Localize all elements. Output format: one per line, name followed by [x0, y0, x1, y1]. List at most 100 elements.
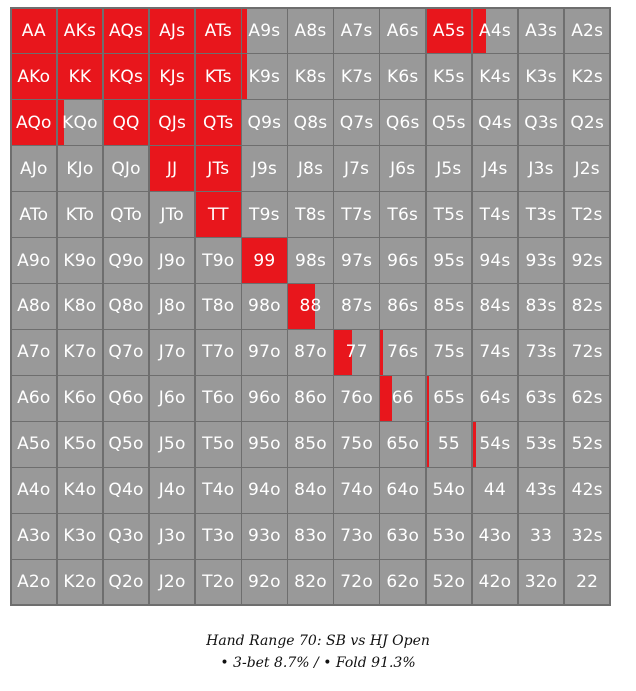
hand-label: A3s	[525, 20, 558, 41]
hand-label: QTs	[203, 112, 234, 133]
hand-label: JTo	[160, 204, 184, 225]
hand-label: T8s	[295, 204, 326, 225]
hand-cell: Q6o	[103, 376, 149, 421]
hand-label: 73o	[340, 526, 373, 547]
hand-label: 96o	[248, 388, 281, 409]
hand-label: 72s	[571, 342, 603, 363]
hand-cell: K5o	[57, 422, 103, 467]
hand-cell: ATs	[195, 8, 241, 53]
hand-cell: 63s	[518, 376, 564, 421]
hand-cell: A5s	[426, 8, 472, 53]
hand-label: Q6o	[108, 388, 144, 409]
hand-label: 86o	[294, 388, 327, 409]
hand-cell: 87s	[334, 284, 379, 329]
hand-label: 53s	[525, 434, 557, 455]
hand-label: K4s	[479, 66, 511, 87]
hand-cell: T2s	[564, 192, 610, 237]
hand-cell: 65s	[426, 376, 472, 421]
hand-cell: 22	[564, 560, 610, 605]
hand-cell: 98s	[288, 238, 333, 283]
hand-cell: A2o	[11, 560, 57, 605]
hand-label: 32s	[571, 526, 603, 547]
hand-label: 43s	[525, 480, 557, 501]
hand-cell: Q5o	[103, 422, 149, 467]
hand-cell: 66	[380, 376, 426, 421]
hand-cell: 52o	[426, 560, 472, 605]
hand-label: Q2o	[108, 572, 144, 593]
threebet-fill	[103, 8, 149, 53]
hand-cell: K9s	[242, 54, 287, 99]
hand-label: QJo	[111, 158, 141, 179]
hand-cell: JJ	[149, 146, 195, 191]
threebet-fill	[195, 192, 241, 237]
hand-label: 97s	[341, 250, 373, 271]
hand-label: 63s	[525, 388, 557, 409]
hand-cell: J8o	[149, 284, 195, 329]
hand-cell: 74o	[334, 468, 379, 513]
hand-label: A7o	[17, 342, 51, 363]
hand-cell: KTo	[57, 192, 103, 237]
hand-cell: 73s	[518, 330, 564, 375]
hand-label: K5o	[63, 434, 97, 455]
hand-cell: 33	[518, 514, 564, 559]
hand-label: A5s	[432, 20, 465, 41]
hand-cell: K7s	[334, 54, 379, 99]
hand-cell: 62o	[380, 560, 426, 605]
hand-cell: KJs	[149, 54, 195, 99]
hand-label: K3s	[525, 66, 557, 87]
hand-cell: KJo	[57, 146, 103, 191]
hand-label: 74s	[479, 342, 511, 363]
hand-label: ATo	[19, 204, 49, 225]
hand-label: T4s	[479, 204, 511, 225]
hand-cell: KQo	[57, 100, 103, 145]
hand-label: 75s	[433, 342, 465, 363]
hand-label: T6o	[202, 388, 235, 409]
hand-label: 85o	[294, 434, 327, 455]
hand-cell: 76o	[334, 376, 379, 421]
hand-label: T8o	[202, 296, 235, 317]
hand-cell: 93s	[518, 238, 564, 283]
hand-label: QQ	[112, 112, 140, 133]
hand-cell: J8s	[288, 146, 333, 191]
hand-label: 93o	[248, 526, 281, 547]
hand-label: 52o	[432, 572, 466, 593]
hand-cell: A8s	[288, 8, 333, 53]
hand-cell: Q7o	[103, 330, 149, 375]
hand-label: K6o	[63, 388, 97, 409]
hand-label: 93s	[525, 250, 557, 271]
threebet-fill	[11, 8, 57, 53]
hand-cell: Q9o	[103, 238, 149, 283]
threebet-fill	[11, 100, 57, 145]
hand-label: Q6s	[385, 112, 420, 133]
hand-label: T4o	[202, 480, 235, 501]
hand-cell: Q3o	[103, 514, 149, 559]
hand-label: A4s	[478, 20, 511, 41]
hand-cell: K7o	[57, 330, 103, 375]
hand-cell: 96o	[242, 376, 287, 421]
hand-label: A8o	[17, 296, 51, 317]
chart-caption: Hand Range 70: SB vs HJ Open • 3-bet 8.7…	[0, 630, 636, 674]
hand-label: J3o	[158, 526, 186, 547]
hand-label: AKs	[63, 20, 97, 41]
hand-cell: T8o	[195, 284, 241, 329]
hand-label: A5o	[17, 434, 51, 455]
hand-cell: 84s	[472, 284, 518, 329]
hand-cell: Q8s	[288, 100, 333, 145]
hand-cell: 82o	[288, 560, 333, 605]
hand-label: 42o	[478, 572, 512, 593]
hand-cell: 86s	[380, 284, 426, 329]
hand-label: T7s	[341, 204, 372, 225]
hand-cell: 84o	[288, 468, 333, 513]
hand-label: K2s	[571, 66, 603, 87]
hand-cell: J9o	[149, 238, 195, 283]
hand-label: Q8o	[108, 296, 144, 317]
hand-label: 62o	[386, 572, 420, 593]
hand-label: 53o	[432, 526, 466, 547]
hand-label: 76o	[340, 388, 373, 409]
hand-cell: QJo	[103, 146, 149, 191]
hand-label: 83o	[294, 526, 327, 547]
hand-cell: 64s	[472, 376, 518, 421]
threebet-fill	[11, 54, 57, 99]
hand-cell: T5o	[195, 422, 241, 467]
hand-cell: 76s	[380, 330, 426, 375]
